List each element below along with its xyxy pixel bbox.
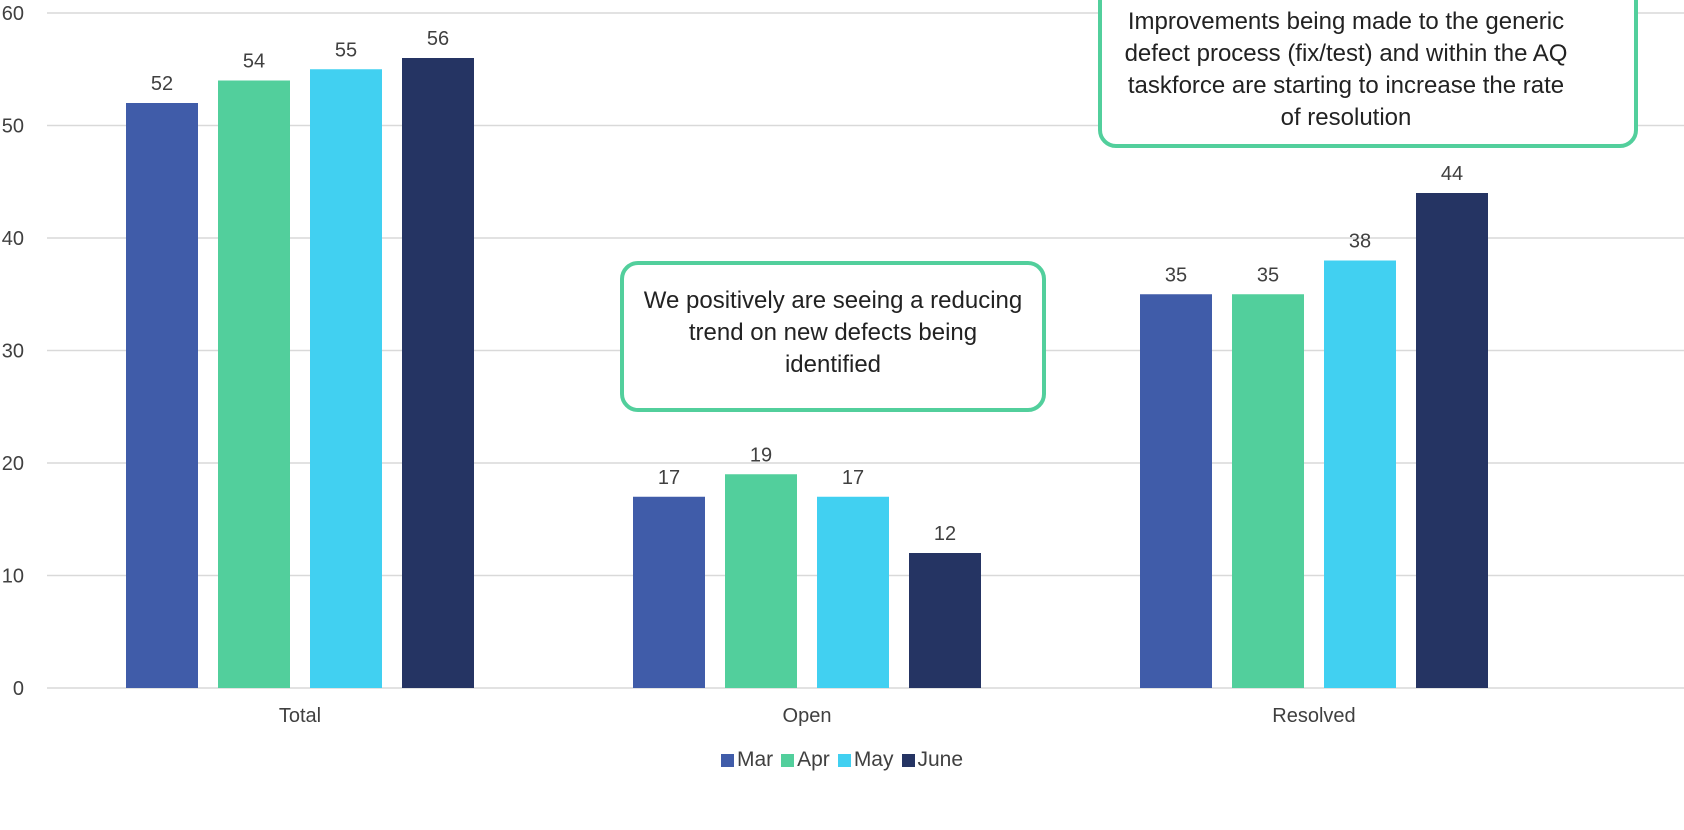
bars bbox=[126, 58, 1488, 688]
data-label: 19 bbox=[750, 444, 772, 466]
bar-resolved-apr bbox=[1232, 294, 1304, 688]
bar-resolved-june bbox=[1416, 193, 1488, 688]
data-label: 17 bbox=[658, 467, 680, 489]
open-callout-text: We positively are seeing a reducing tren… bbox=[643, 287, 1023, 378]
bar-total-apr bbox=[218, 80, 290, 688]
y-tick-label: 10 bbox=[2, 566, 24, 588]
bar-resolved-mar bbox=[1140, 294, 1212, 688]
bar-total-may bbox=[310, 69, 382, 688]
resolved-callout-text: Improvements being made to the generic d… bbox=[1124, 8, 1568, 131]
y-tick-label: 50 bbox=[2, 116, 24, 138]
x-axis-categories: Total Open Resolved bbox=[279, 705, 1356, 727]
bar-open-may bbox=[817, 496, 889, 688]
y-axis-ticks: 0 10 20 30 40 50 60 bbox=[2, 3, 24, 700]
legend-item: Apr bbox=[781, 748, 830, 772]
data-label: 44 bbox=[1441, 163, 1463, 185]
legend-swatch bbox=[720, 753, 734, 767]
open-callout-box: We positively are seeing a reducing tren… bbox=[620, 261, 1046, 412]
y-tick-label: 20 bbox=[2, 453, 24, 475]
y-tick-label: 60 bbox=[2, 3, 24, 25]
bar-open-june bbox=[909, 553, 981, 688]
data-label: 35 bbox=[1165, 264, 1187, 286]
data-label: 38 bbox=[1349, 231, 1371, 253]
legend-item: Mar bbox=[720, 748, 774, 772]
data-label: 17 bbox=[842, 467, 864, 489]
y-tick-label: 30 bbox=[2, 341, 24, 363]
legend-swatch bbox=[901, 753, 915, 767]
legend-swatch bbox=[837, 753, 851, 767]
bar-open-mar bbox=[633, 496, 705, 688]
data-label: 35 bbox=[1257, 264, 1279, 286]
resolved-callout-box: Improvements being made to the generic d… bbox=[1098, 0, 1638, 148]
data-label: 12 bbox=[934, 523, 956, 545]
y-tick-label: 0 bbox=[13, 678, 24, 700]
bar-total-june bbox=[402, 58, 474, 688]
data-label: 55 bbox=[335, 39, 357, 61]
data-label: 54 bbox=[243, 51, 265, 73]
legend-item: June bbox=[901, 748, 964, 772]
category-label: Resolved bbox=[1272, 705, 1355, 727]
legend-label: June bbox=[917, 748, 964, 771]
y-tick-label: 40 bbox=[2, 228, 24, 250]
legend-label: Apr bbox=[797, 748, 830, 771]
category-label: Total bbox=[279, 705, 321, 727]
data-label: 56 bbox=[427, 28, 449, 50]
data-label: 52 bbox=[151, 73, 173, 95]
legend-item: May bbox=[837, 748, 894, 772]
category-label: Open bbox=[783, 705, 832, 727]
bar-total-mar bbox=[126, 103, 198, 688]
bar-open-apr bbox=[725, 474, 797, 688]
bar-resolved-may bbox=[1324, 260, 1396, 688]
legend-label: May bbox=[853, 748, 894, 771]
legend: Mar Apr May June bbox=[0, 748, 1684, 773]
legend-label: Mar bbox=[736, 748, 774, 771]
legend-swatch bbox=[781, 753, 795, 767]
data-labels: 52 54 55 56 17 19 17 12 35 35 38 44 bbox=[151, 28, 1463, 545]
